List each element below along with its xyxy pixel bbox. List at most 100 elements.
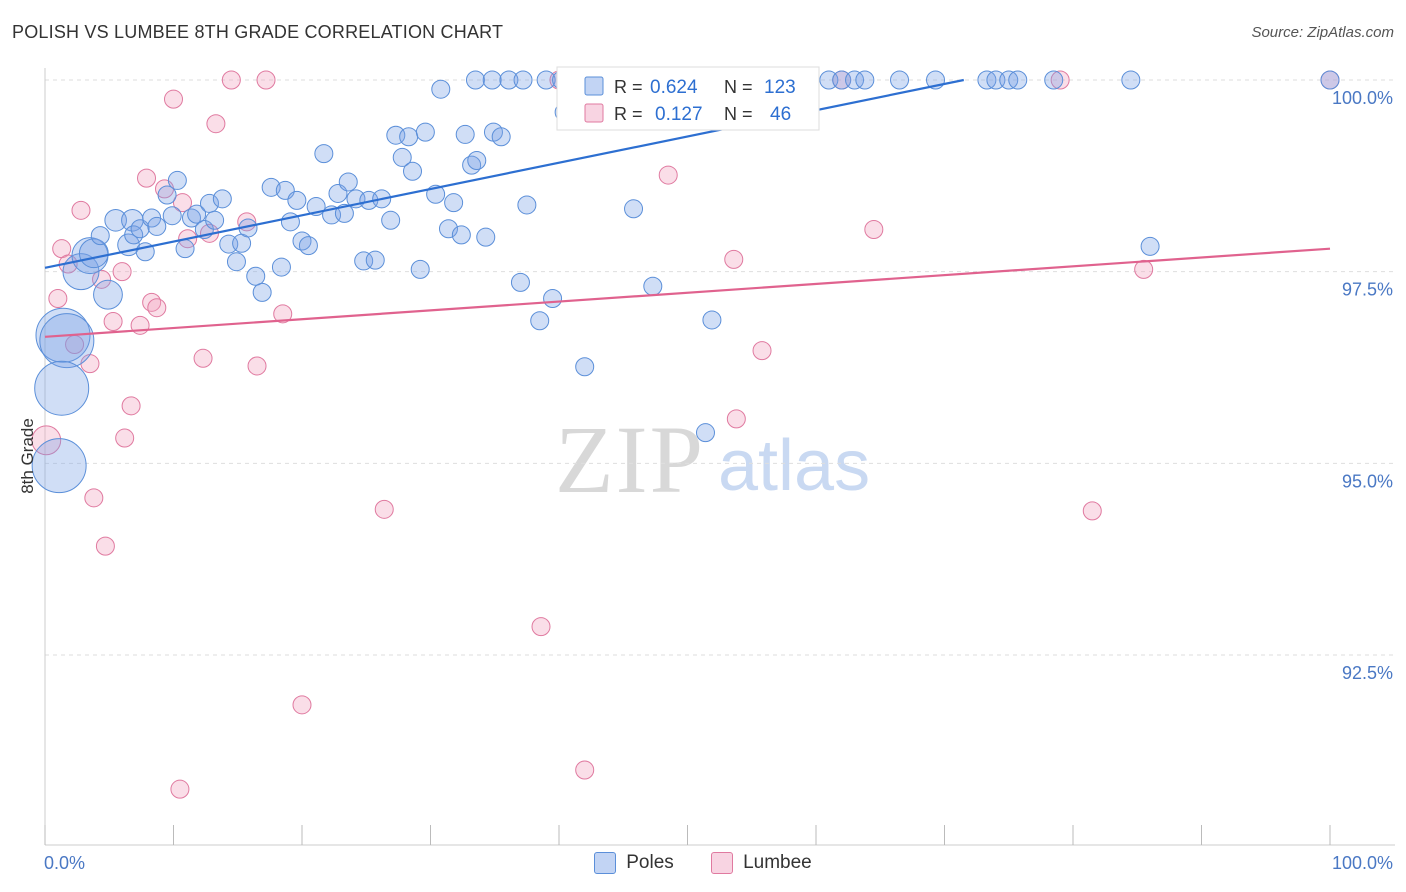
lumbee-point-1: [48, 289, 68, 308]
poles-point-26: [212, 189, 232, 209]
poles-point-66: [476, 227, 496, 247]
poles-point-61: [444, 193, 464, 213]
x-tick-label-max: 100.0%: [1332, 853, 1393, 873]
poles-point-31: [246, 266, 266, 286]
lumbee-point-29: [256, 70, 276, 90]
stats-legend: R = 0.624 N = 123 R = 0.127 N = 46: [556, 66, 820, 131]
lumbee-point-43: [1134, 259, 1154, 279]
poles-point-81: [482, 70, 502, 90]
y-tick-label-0: 100.0%: [1332, 88, 1393, 108]
poles-point-74: [575, 357, 595, 377]
poles-point-6: [78, 238, 109, 269]
poles-point-16: [147, 216, 167, 236]
lumbee-point-15: [137, 168, 157, 188]
poles-point-53: [392, 147, 412, 167]
lumbee-point-9: [95, 536, 115, 556]
poles-point-78: [702, 310, 722, 330]
poles-point-59: [431, 79, 451, 99]
legend-item-lumbee[interactable]: Lumbee: [711, 852, 812, 874]
lumbee-point-13: [121, 396, 141, 416]
legend-n-label-lumbee: N =: [724, 104, 753, 124]
legend-r-label-lumbee: R =: [614, 104, 643, 124]
poles-point-68: [491, 127, 511, 147]
lumbee-swatch: [711, 852, 734, 874]
axes: [44, 68, 1395, 846]
poles-point-25: [205, 210, 225, 230]
poles-point-34: [271, 257, 291, 277]
gridlines: [45, 79, 1395, 656]
lumbee-point-37: [726, 409, 746, 429]
poles-point-3: [31, 438, 87, 494]
legend-r-label-poles: R =: [614, 77, 643, 97]
poles-point-84: [536, 70, 556, 90]
lumbee-point-36: [724, 249, 744, 269]
lumbee-point-42: [1082, 501, 1102, 521]
chart-title: POLISH VS LUMBEE 8TH GRADE CORRELATION C…: [12, 22, 504, 42]
poles-point-22: [187, 204, 207, 224]
poles-point-71: [530, 311, 550, 331]
lumbee-point-8: [92, 269, 112, 289]
lumbee-point-21: [172, 193, 192, 213]
lumbee-point-31: [292, 695, 312, 715]
poles-point-102: [1044, 70, 1064, 90]
poles-point-80: [465, 70, 485, 90]
poles-point-82: [499, 70, 519, 90]
poles-point-76: [643, 276, 663, 296]
poles-point-9: [104, 209, 127, 232]
poles-point-49: [365, 250, 385, 270]
poles-point-51: [381, 210, 401, 230]
legend-n-label-poles: N =: [724, 77, 753, 97]
poles-point-20: [175, 239, 195, 259]
poles-point-83: [513, 70, 533, 90]
poles-point-32: [252, 282, 272, 302]
lumbee-point-16: [142, 292, 162, 312]
lumbee-point-32: [374, 499, 394, 519]
legend-n-value-poles: 123: [764, 77, 796, 98]
y-axis-label: 8th Grade: [18, 418, 37, 494]
poles-points: [31, 70, 1340, 494]
poles-point-77: [695, 423, 715, 443]
poles-point-69: [510, 272, 530, 292]
poles-point-96: [890, 70, 910, 90]
poles-point-104: [1320, 70, 1340, 90]
legend-swatch-lumbee: [584, 103, 604, 123]
y-tick-labels: 100.0% 97.5% 95.0% 92.5%: [1332, 88, 1393, 683]
poles-point-103: [1121, 70, 1141, 90]
poles-point-2: [34, 360, 90, 416]
lumbee-point-25: [206, 114, 226, 134]
chart-source: Source: ZipAtlas.com: [1251, 24, 1394, 41]
poles-point-57: [415, 122, 435, 142]
lumbee-point-5: [71, 200, 91, 220]
x-tick-label-min: 0.0%: [44, 853, 85, 873]
poles-point-94: [845, 70, 865, 90]
poles-point-56: [410, 259, 430, 279]
poles-point-62: [451, 225, 471, 245]
y-tick-label-3: 92.5%: [1342, 663, 1393, 683]
lumbee-point-12: [115, 428, 135, 448]
poles-point-55: [403, 161, 423, 181]
series-legend: Poles Lumbee: [0, 852, 1406, 880]
lumbee-point-38: [752, 341, 772, 361]
lumbee-point-40: [864, 220, 884, 239]
lumbee-point-7: [84, 488, 104, 508]
poles-point-79: [1140, 236, 1160, 256]
poles-point-44: [334, 203, 354, 223]
lumbee-point-30: [273, 304, 293, 324]
poles-point-75: [624, 199, 644, 219]
lumbee-point-17: [147, 298, 167, 318]
lumbee-point-41: [1050, 70, 1070, 90]
poles-point-1: [39, 313, 95, 369]
lumbee-point-26: [221, 70, 241, 90]
lumbee-point-11: [112, 262, 132, 282]
poles-point-8: [93, 279, 123, 310]
poles-swatch: [594, 852, 617, 874]
watermark-atlas: atlas: [718, 426, 870, 506]
legend-item-poles[interactable]: Poles: [594, 852, 674, 874]
lumbee-point-19: [164, 89, 183, 109]
poles-point-54: [399, 127, 419, 147]
legend-n-value-lumbee: 46: [770, 104, 791, 125]
poles-point-39: [298, 236, 318, 256]
poles-label: Poles: [626, 852, 674, 873]
lumbee-point-35: [658, 165, 678, 185]
